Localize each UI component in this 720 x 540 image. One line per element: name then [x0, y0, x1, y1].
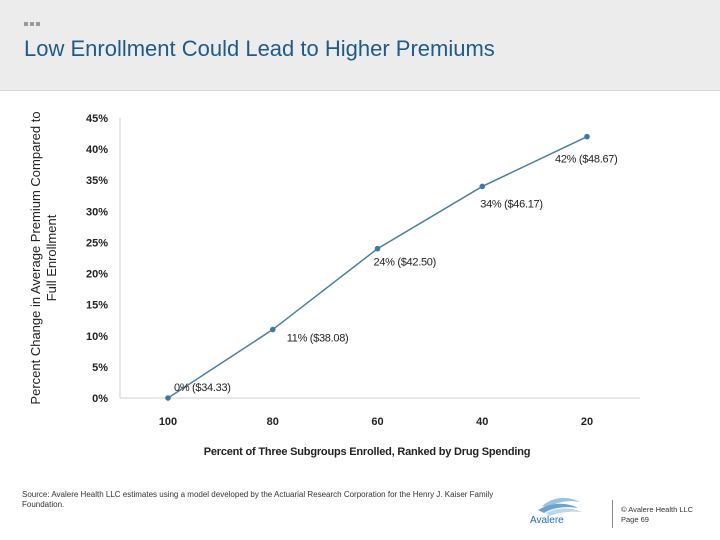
copyright-text: © Avalere Health LLC: [621, 505, 694, 514]
y-tick-label: 0%: [92, 393, 108, 405]
series: 0% ($34.33) 11% ($38.08) 24% ($42.50) 34% (…: [165, 133, 618, 401]
y-tick-label: 20%: [86, 269, 108, 281]
y-tick-label: 45%: [86, 113, 108, 125]
data-point: [269, 326, 276, 333]
y-axis: 0% 5% 10% 15% 20% 25% 30% 35% 40% 45%: [86, 113, 121, 405]
data-label: 11% ($38.08): [287, 333, 349, 345]
data-label: 0% ($34.33): [174, 382, 231, 394]
data-label: 24% ($42.50): [374, 257, 436, 269]
x-axis: 100 80 60 40 20: [120, 397, 640, 428]
data-label: 42% ($48.67): [555, 154, 617, 166]
copyright-block: © Avalere Health LLC Page 69: [621, 505, 693, 525]
data-point: [374, 245, 381, 252]
data-point: [165, 395, 171, 401]
data-label: 34% ($46.17): [480, 198, 542, 210]
avalere-logo: Avalere: [530, 492, 610, 526]
wave-icon: [538, 497, 582, 516]
source-note: Source: Avalere Health LLC estimates usi…: [22, 490, 494, 509]
y-tick-label: 10%: [86, 331, 108, 343]
y-tick-label: 30%: [86, 206, 108, 218]
slide-header: Low Enrollment Could Lead to Higher Prem…: [0, 0, 720, 91]
x-tick-label: 40: [476, 416, 488, 428]
y-tick-label: 5%: [92, 362, 108, 374]
page-number: Page 69: [621, 515, 649, 524]
y-tick-label: 35%: [86, 175, 108, 187]
logo-wordmark: Avalere: [530, 515, 564, 526]
y-tick-label: 40%: [86, 144, 108, 156]
y-tick-label: 25%: [86, 237, 108, 249]
data-point: [584, 133, 590, 140]
x-tick-label: 80: [267, 416, 279, 428]
x-tick-label: 20: [581, 416, 593, 428]
data-point: [479, 183, 486, 190]
header-dots-decoration: [24, 22, 40, 26]
y-tick-label: 15%: [86, 300, 108, 312]
footer-divider: [612, 500, 613, 528]
x-axis-title: Percent of Three Subgroups Enrolled, Ran…: [203, 446, 531, 458]
x-tick-label: 100: [159, 416, 177, 428]
x-tick-label: 60: [371, 416, 383, 428]
slide-title: Low Enrollment Could Lead to Higher Prem…: [24, 36, 495, 61]
